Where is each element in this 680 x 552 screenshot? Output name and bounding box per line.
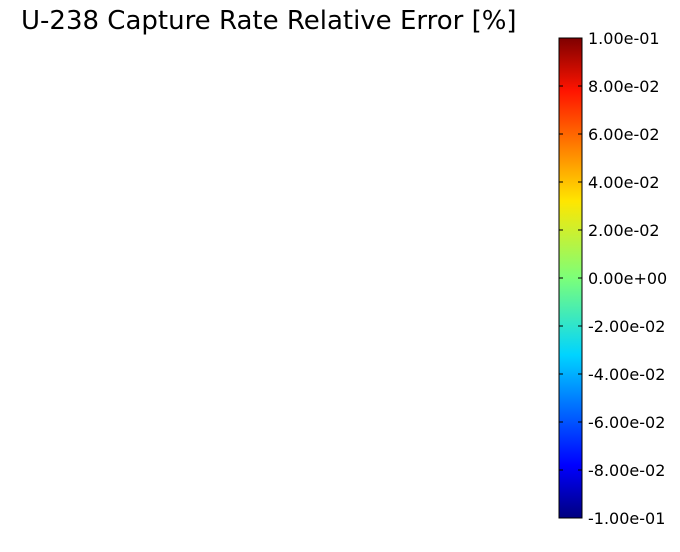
chart-title: U-238 Capture Rate Relative Error [%] [21,6,517,36]
colorbar-tick-label: 6.00e-02 [588,125,660,144]
colorbar-tick-label: 8.00e-02 [588,77,660,96]
colorbar-tick-label: 2.00e-02 [588,221,660,240]
plot-area [21,38,541,518]
colorbar-tick-label: -6.00e-02 [588,413,665,432]
colorbar-tick-label: 4.00e-02 [588,173,660,192]
colorbar-tick-label: 1.00e-01 [588,29,660,48]
colorbar-ticks: 1.00e-01 8.00e-02 6.00e-02 4.00e-02 2.00e-02… [559,29,667,528]
colorbar-tick-label: -4.00e-02 [588,365,665,384]
colorbar-tick-label: -1.00e-01 [588,509,665,528]
colorbar-tick-label: -2.00e-02 [588,317,665,336]
colorbar-tick-label: -8.00e-02 [588,461,665,480]
colorbar-tick-label: 0.00e+00 [588,269,667,288]
